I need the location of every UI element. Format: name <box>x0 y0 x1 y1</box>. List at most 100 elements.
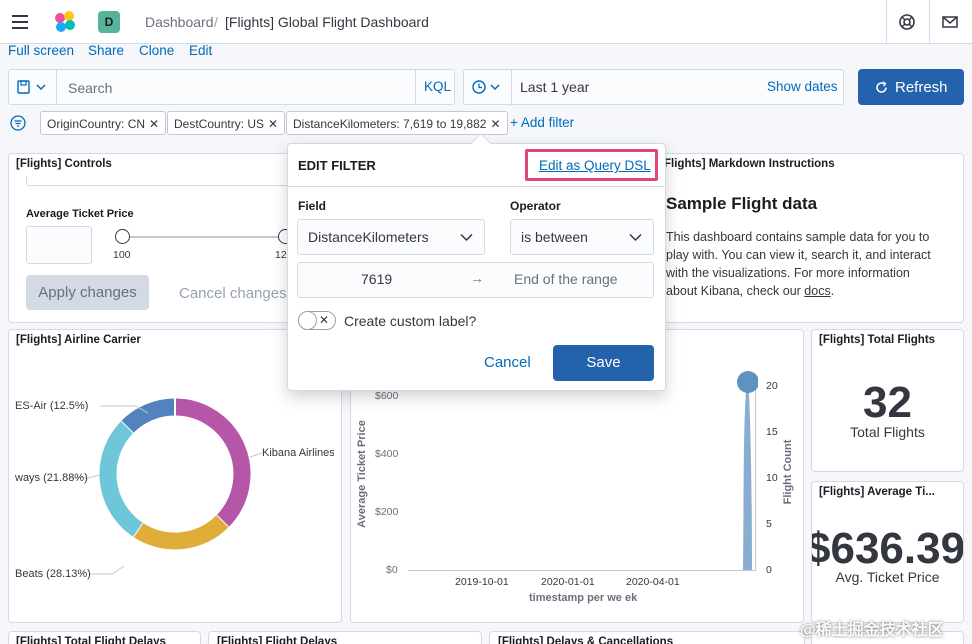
y-right-axis-title-text: Flight Count <box>782 439 794 505</box>
y-right-tick: 20 <box>766 380 778 392</box>
top-header <box>0 0 972 44</box>
filter-pill-label: DestCountry: US <box>174 117 265 131</box>
panel-title: [Flights] Airline Carrier <box>16 334 141 346</box>
watermark: @稀土掘金技术社区 <box>800 622 944 639</box>
divider <box>511 70 512 104</box>
close-icon[interactable]: ✕ <box>268 117 279 131</box>
leader-line <box>100 405 149 414</box>
cancel-changes-button[interactable]: Cancel changes <box>179 285 287 302</box>
breadcrumb-current: [Flights] Global Flight Dashboard <box>225 14 429 30</box>
saved-query-button[interactable] <box>8 69 57 105</box>
metric-caption: Total Flights <box>850 424 925 440</box>
popover-title: EDIT FILTER <box>298 158 376 173</box>
show-dates-link[interactable]: Show dates <box>767 79 838 94</box>
x-axis-title: timestamp per we ek <box>529 592 638 604</box>
y-tick: $600 <box>375 390 399 402</box>
range-start-input[interactable]: 7619 <box>361 271 393 287</box>
donut-slice[interactable] <box>99 420 143 537</box>
apply-changes-button[interactable]: Apply changes <box>26 275 149 310</box>
slider-max-label: 12 <box>275 249 287 261</box>
panel-title: [Flights] Controls <box>16 158 112 170</box>
edit-query-dsl-link[interactable]: Edit as Query DSL <box>539 158 651 173</box>
docs-link[interactable]: docs <box>804 284 831 298</box>
range-end-input[interactable]: End of the range <box>514 271 618 287</box>
field-select-value: DistanceKilometers <box>308 229 429 245</box>
y-axis-title-text: Average Ticket Price <box>356 420 368 528</box>
panel-title: [Flights] Delays & Cancellations <box>498 636 674 644</box>
flight-count-bar <box>737 371 758 570</box>
markdown-line: . <box>830 284 835 298</box>
close-icon: ✕ <box>319 313 330 327</box>
slice-label: ES-Air (12.5%) <box>15 400 89 412</box>
y-tick: $400 <box>375 448 399 460</box>
filter-options-icon[interactable] <box>10 115 26 134</box>
close-icon[interactable]: ✕ <box>490 117 501 131</box>
panel-title: [Flights] Average Ti... <box>819 486 935 498</box>
clone-link[interactable]: Clone <box>139 43 175 58</box>
breadcrumb-dashboard[interactable]: Dashboard <box>145 14 214 30</box>
range-input-group <box>297 262 654 298</box>
space-avatar[interactable]: D <box>98 11 120 33</box>
y-right-tick: 15 <box>766 426 778 438</box>
markdown-line: play with. You can view it, search it, a… <box>666 248 931 262</box>
header-divider <box>929 0 930 44</box>
highlight-box <box>525 149 658 181</box>
add-filter-link[interactable]: + Add filter <box>510 115 575 130</box>
refresh-label: Refresh <box>895 79 948 96</box>
y-tick: $200 <box>375 506 399 518</box>
divider <box>415 70 416 104</box>
share-link[interactable]: Share <box>88 43 125 58</box>
full-screen-link[interactable]: Full screen <box>8 43 75 58</box>
metric-value: $636.39 <box>811 524 964 573</box>
slider-handle[interactable] <box>115 229 130 244</box>
flight-delays-panel <box>208 631 482 644</box>
slider-track <box>122 236 292 238</box>
search-input[interactable]: Search <box>68 80 113 96</box>
leader-line <box>249 452 263 458</box>
markdown-panel <box>657 153 964 323</box>
y-axis-title: Average Ticket Price <box>350 420 374 530</box>
breadcrumb-separator: / <box>214 14 218 30</box>
donut-slice[interactable] <box>174 398 251 528</box>
calendar-icon[interactable] <box>472 80 504 97</box>
header-divider <box>886 0 887 44</box>
kql-toggle[interactable]: KQL <box>424 79 452 94</box>
filter-pill[interactable]: DistanceKilometers: 7,619 to 19,882 ✕ <box>286 111 508 135</box>
metric-value: 32 <box>863 378 912 427</box>
y-right-tick: 0 <box>766 564 772 576</box>
time-range-value[interactable]: Last 1 year <box>520 79 590 95</box>
edit-link[interactable]: Edit <box>189 43 213 58</box>
delays-cancellations-panel <box>489 631 805 644</box>
close-icon[interactable]: ✕ <box>149 117 160 131</box>
newsfeed-icon[interactable] <box>941 13 959 31</box>
operator-select[interactable]: is between <box>510 219 654 255</box>
control-input-remnant <box>26 176 304 186</box>
airline-carrier-panel <box>8 329 342 623</box>
divider <box>287 186 666 187</box>
refresh-button[interactable]: Refresh <box>858 69 964 105</box>
markdown-line: This dashboard contains sample data for … <box>666 230 930 244</box>
dashboard-panel <box>811 631 964 644</box>
leader-line <box>90 565 125 575</box>
donut-slice[interactable] <box>121 398 176 433</box>
slider-min-label: 100 <box>113 249 131 261</box>
panel-title: [Flights] Total Flights <box>819 334 936 346</box>
save-button[interactable]: Save <box>553 345 654 381</box>
leader-line <box>70 474 101 479</box>
filter-pill[interactable]: OriginCountry: CN ✕ <box>40 111 167 135</box>
menu-icon[interactable] <box>10 12 32 32</box>
cancel-button[interactable]: Cancel <box>484 354 531 371</box>
operator-label: Operator <box>510 199 561 213</box>
help-icon[interactable] <box>898 13 916 31</box>
kibana-logo[interactable] <box>52 10 78 34</box>
x-tick: 2020-04-01 <box>626 576 680 588</box>
field-select[interactable]: DistanceKilometers <box>297 219 485 255</box>
filter-pill[interactable]: DestCountry: US ✕ <box>167 111 286 135</box>
panel-title: Flights] Markdown Instructions <box>664 158 835 170</box>
panel-title: [Flights] Total Flight Delays <box>16 636 166 644</box>
custom-label-text: Create custom label? <box>344 313 477 329</box>
price-min-input[interactable] <box>26 226 92 264</box>
donut-slice[interactable] <box>133 515 229 550</box>
donut-chart <box>70 398 263 575</box>
arrow-right-icon: → <box>470 270 484 286</box>
